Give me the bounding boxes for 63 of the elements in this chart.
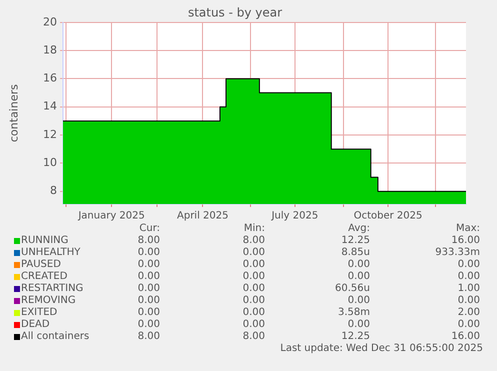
legend-label: CREATED: [21, 271, 68, 282]
y-tick-label: 10: [43, 156, 57, 170]
text: 16.00: [451, 235, 480, 246]
text: 0.00: [138, 247, 160, 258]
text: 0.00: [458, 271, 480, 282]
legend-label: PAUSED: [21, 259, 61, 270]
x-tick-label: January 2025: [77, 210, 145, 222]
text: 3.58m: [338, 307, 370, 318]
y-tick-label: 12: [43, 128, 57, 141]
y-tick-label: 14: [43, 100, 57, 113]
text: 60.56u: [335, 283, 370, 294]
text: 0.00: [138, 271, 160, 282]
legend-label: RESTARTING: [21, 283, 84, 294]
text: Max:: [456, 223, 480, 234]
text: 0.00: [242, 247, 265, 258]
text: Last update: Wed Dec 31 06:55:00 2025: [280, 343, 483, 354]
text: 0.00: [138, 319, 160, 330]
text: 0.00: [242, 283, 265, 294]
text: 8.00: [242, 235, 265, 246]
y-tick-label: 20: [43, 15, 57, 28]
text: 0.00: [458, 295, 480, 306]
text: 933.33m: [435, 247, 480, 258]
text: 0.00: [242, 259, 265, 270]
chart-title: status - by year: [188, 5, 282, 20]
text: 0.00: [348, 271, 370, 282]
text: 0.00: [242, 295, 265, 306]
y-tick-label: 18: [43, 43, 57, 56]
y-tick-label: 16: [43, 72, 57, 85]
y-tick-label: 8: [50, 184, 57, 198]
text: 0.00: [242, 319, 265, 330]
text: 0.00: [138, 259, 160, 270]
x-tick-label: April 2025: [176, 210, 228, 222]
text: 8.00: [138, 235, 160, 246]
text: 8.00: [242, 331, 265, 342]
text: 12.25: [341, 331, 370, 342]
text: 0.00: [348, 259, 370, 270]
text: 16.00: [451, 331, 480, 342]
legend-label: All containers: [21, 331, 90, 342]
legend-label: EXITED: [21, 307, 58, 318]
text: 0.00: [348, 319, 370, 330]
x-tick-label: July 2025: [270, 210, 318, 222]
text: 0.00: [458, 319, 480, 330]
x-tick-label: October 2025: [354, 210, 422, 222]
text: Min:: [244, 223, 265, 234]
text: Avg:: [348, 223, 370, 234]
y-axis-title: containers: [7, 84, 20, 142]
text: 12.25: [341, 235, 370, 246]
text: 0.00: [242, 271, 265, 282]
text: 0.00: [348, 295, 370, 306]
text: 0.00: [138, 283, 160, 294]
legend-label: DEAD: [21, 319, 50, 330]
text: 1.00: [458, 283, 480, 294]
text: 0.00: [242, 307, 265, 318]
text: 8.85u: [341, 247, 370, 258]
text: 0.00: [138, 307, 160, 318]
legend-label: UNHEALTHY: [21, 247, 80, 258]
legend-label: REMOVING: [21, 295, 76, 306]
text: 2.00: [458, 307, 480, 318]
text: 0.00: [138, 295, 160, 306]
legend-label: RUNNING: [21, 235, 68, 246]
text: Cur:: [139, 223, 160, 234]
text: 0.00: [458, 259, 480, 270]
text: 8.00: [138, 331, 160, 342]
